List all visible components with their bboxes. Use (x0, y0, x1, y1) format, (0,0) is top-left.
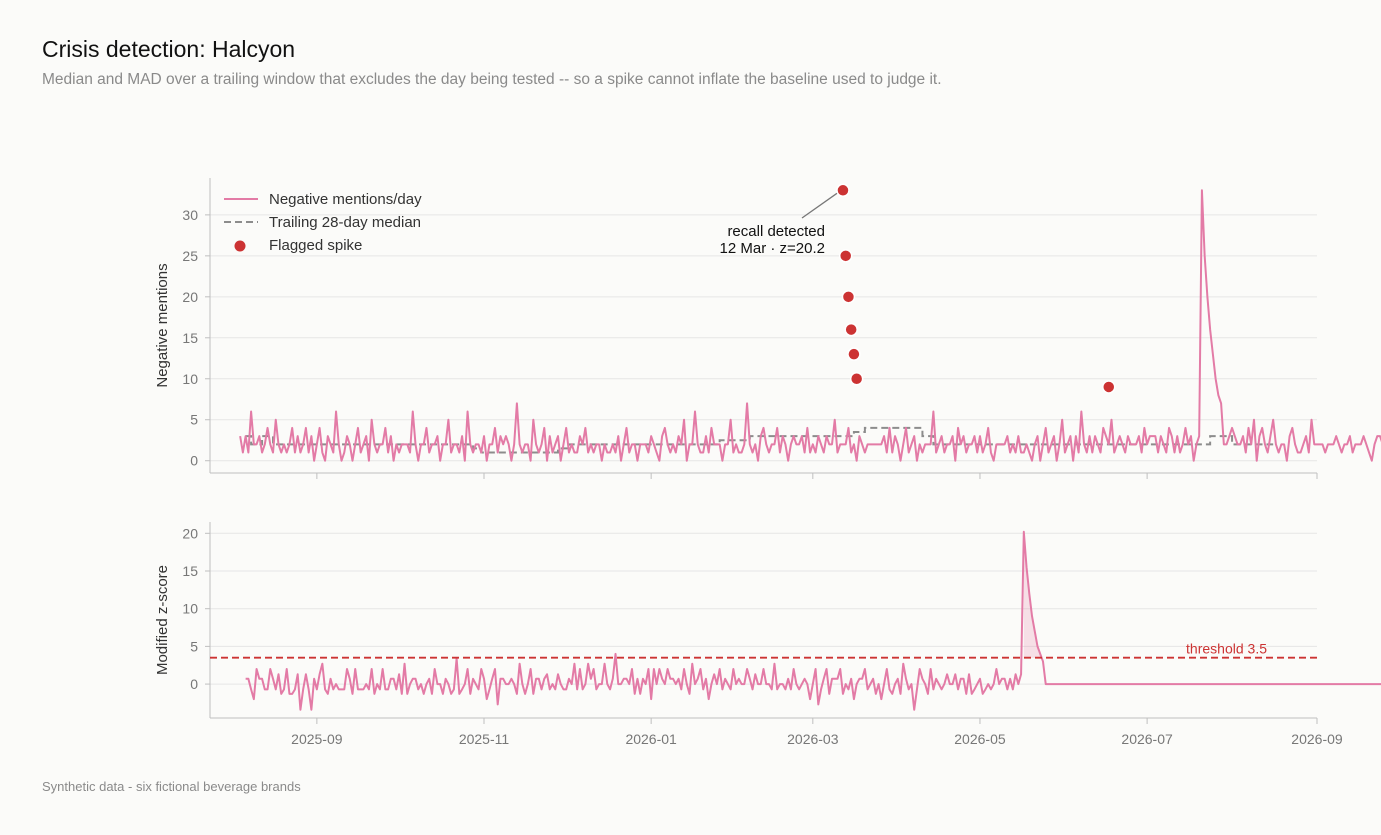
legend-label-median: Trailing 28-day median (269, 214, 421, 231)
zscore-line (245, 530, 1381, 711)
y-tick-label: 25 (182, 248, 198, 264)
panel-1: 0 5 10 15 20 Modified z-score threshold 3.5 202… (154, 522, 1381, 747)
median-line (245, 426, 1274, 454)
y-axis-label: Modified z-score (154, 565, 171, 675)
threshold-label: threshold 3.5 (1186, 641, 1267, 657)
annotation-line2: 12 Mar · z=20.2 (720, 240, 825, 257)
y-tick-label: 5 (190, 638, 198, 654)
y-tick-label: 5 (190, 412, 198, 428)
threshold-exceedance-area (1023, 531, 1041, 658)
legend: Negative mentions/day Trailing 28-day med… (224, 191, 422, 254)
x-tick-label: 2026-03 (787, 731, 839, 747)
y-tick-label: 15 (182, 330, 198, 346)
annotation-line1: recall detected (727, 223, 825, 240)
x-tick-label: 2026-09 (1291, 731, 1343, 747)
flagged-spike-point (838, 249, 853, 263)
y-tick-label: 30 (182, 207, 198, 223)
panel-0: 0 5 10 15 20 25 30 Negative mentions recall dete… (154, 178, 1381, 479)
y-tick-label: 15 (182, 563, 198, 579)
source-note: Synthetic data - six fictional beverage … (42, 779, 301, 794)
flagged-spike-point (1102, 380, 1116, 394)
legend-swatch-flag (234, 240, 246, 252)
x-tick-label: 2026-05 (954, 731, 1006, 747)
flagged-spike-point (836, 183, 850, 198)
mentions-line (239, 189, 1381, 462)
y-tick-label: 10 (182, 601, 198, 617)
legend-label-flag: Flagged spike (269, 237, 362, 254)
y-tick-label: 0 (190, 676, 198, 692)
flagged-spike-point (849, 372, 864, 386)
x-tick-label: 2026-07 (1121, 731, 1173, 747)
y-tick-label: 20 (182, 525, 198, 541)
y-tick-label: 20 (182, 289, 198, 305)
y-tick-label: 0 (190, 453, 198, 469)
annotation-leader (801, 192, 838, 219)
y-axis-label: Negative mentions (154, 263, 171, 387)
x-tick-label: 2026-01 (625, 731, 677, 747)
chart-title: Crisis detection: Halcyon (42, 36, 296, 62)
flagged-spike-point (847, 347, 861, 361)
flagged-spike-point (844, 322, 858, 337)
y-tick-label: 10 (182, 371, 198, 387)
flagged-spike-point (841, 290, 856, 304)
legend-label-mentions: Negative mentions/day (269, 191, 422, 208)
x-tick-label: 2025-11 (459, 731, 510, 747)
chart-subtitle: Median and MAD over a trailing window th… (42, 71, 942, 88)
x-tick-label: 2025-09 (291, 731, 343, 747)
